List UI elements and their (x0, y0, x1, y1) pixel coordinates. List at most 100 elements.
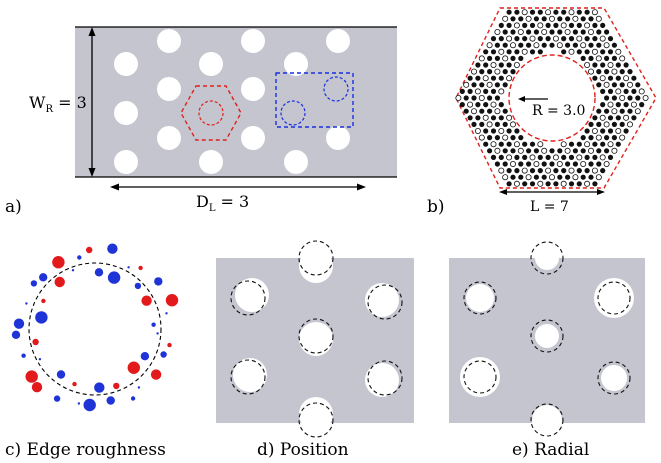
panel-b-filled-atom (596, 42, 602, 48)
panel-b-filled-atom (522, 154, 528, 160)
panel-b-filled-atom (565, 16, 571, 22)
panel-c-roughness-dot (165, 294, 179, 307)
panel-c-roughness-dot (25, 370, 38, 383)
panel-b-open-atom (541, 28, 548, 35)
panel-b-filled-atom (541, 161, 547, 167)
panel-b-filled-atom (600, 168, 606, 174)
panel-b-filled-atom (510, 135, 516, 141)
panel-b-filled-atom (588, 16, 594, 22)
panel-b-filled-atom (487, 108, 493, 114)
panel-b-filled-atom (611, 42, 618, 48)
panel-b-open-atom (545, 167, 552, 174)
panel-c-roughness-dot (83, 398, 96, 412)
panel-c-roughness-dot (150, 369, 162, 380)
panel-c-roughness-dot (13, 318, 25, 329)
panel-b-open-atom (580, 42, 587, 49)
panel-c-roughness-dot (165, 312, 168, 315)
panel-b-filled-atom (475, 102, 481, 108)
panel-b-filled-atom (607, 128, 614, 134)
panel-a-hole-array (114, 29, 350, 174)
panel-b-filled-atom (498, 115, 504, 121)
panel-e-hole (535, 246, 559, 270)
panel-b-filled-atom (506, 128, 512, 134)
panel-b-filled-atom (506, 62, 512, 68)
panel-b-open-atom (584, 62, 591, 69)
panel-b-open-atom (623, 114, 630, 121)
panel-b-filled-atom (623, 62, 629, 68)
panel-b-filled-atom (600, 88, 606, 94)
panel-b-open-atom (494, 147, 501, 154)
panel-b-filled-atom (600, 62, 606, 68)
panel-b-open-atom (568, 9, 575, 16)
panel-c-roughness-dot (94, 268, 104, 277)
panel-b-filled-atom (502, 108, 508, 114)
panel-a-hole (199, 52, 223, 76)
panel-b-central-hole (508, 54, 596, 142)
panel-d-nominal-outline (367, 360, 403, 396)
panel-b-open-atom (482, 114, 489, 121)
panel-a-hole (157, 126, 181, 150)
panel-c-roughness-dots (11, 243, 179, 412)
panel-a-hole (284, 150, 308, 174)
panel-b-filled-atom (592, 181, 598, 187)
panel-b-open-atom (521, 9, 528, 16)
panel-b-filled-atom (541, 16, 547, 22)
panel-b-filled-atom (627, 108, 633, 114)
panel-b-open-atom (525, 174, 532, 181)
panel-b-filled-atom (494, 95, 500, 101)
panel-a-hole (326, 126, 350, 150)
panel-b-open-atom (521, 167, 528, 174)
panel-b-filled-atom (631, 75, 637, 81)
panel-b-filled-atom (506, 141, 512, 147)
panel-b-filled-atom (502, 161, 508, 167)
panel-d-nominal-outline (298, 240, 334, 276)
panel-c-roughness-dot (53, 395, 61, 402)
panel-b-filled-atom (604, 29, 610, 35)
panel-b-open-atom (599, 35, 606, 42)
panel-c-roughness-dot (39, 273, 48, 282)
panel-b-filled-atom (526, 161, 532, 167)
panel-b-filled-atom (588, 161, 594, 167)
panel-c-roughness-dot (30, 280, 38, 287)
panel-b-filled-atom (607, 36, 614, 42)
panel-b-open-atom (513, 22, 520, 29)
panel-b-open-atom (603, 160, 610, 167)
panel-b-filled-atom (494, 135, 500, 141)
panel-b-open-atom (611, 108, 618, 115)
width-arrow-head-top (88, 27, 96, 36)
panel-a-hole (284, 52, 308, 76)
panel-b-filled-atom (592, 36, 598, 42)
panel-b-open-atom (595, 134, 602, 141)
panel-b-filled-atom (611, 135, 618, 141)
panel-b-filled-atom (475, 75, 481, 81)
panel-b-filled-atom (490, 49, 497, 55)
panel-b-filled-atom (565, 174, 571, 180)
panel-a-hole (157, 77, 181, 101)
panel-a-hole (326, 29, 350, 53)
panel-b-open-atom (638, 88, 645, 95)
panel-b-open-atom (576, 35, 583, 42)
panel-b-filled-atom (498, 22, 504, 28)
panel-b-filled-atom (565, 161, 571, 167)
panel-b-filled-atom (526, 148, 532, 154)
panel-b-open-atom (529, 35, 536, 42)
panel-b-filled-atom (568, 36, 575, 42)
panel-c-roughness-dot (137, 386, 141, 389)
panel-b-open-atom (502, 15, 509, 22)
panel-b-filled-atom (522, 141, 528, 147)
panel-b-filled-atom (498, 62, 504, 68)
panel-c-roughness-dot (140, 352, 150, 361)
panel-b-filled-atom (557, 29, 563, 35)
length-arrow-head-right (357, 183, 366, 191)
panel-b-open-atom (611, 147, 618, 154)
panel-b-filled-atom (498, 75, 504, 81)
panel-b-filled-atom (487, 69, 493, 75)
panel-a-supercell-box (275, 72, 354, 128)
panel-b-filled-atom (537, 36, 543, 42)
panel-c-roughness-dot (151, 322, 156, 327)
panel-b-open-atom (486, 42, 493, 49)
panel-b-filled-atom (490, 75, 497, 81)
panel-b-filled-atom (604, 135, 610, 141)
panel-b-open-atom (615, 88, 622, 95)
panel-a-hole (241, 29, 265, 53)
